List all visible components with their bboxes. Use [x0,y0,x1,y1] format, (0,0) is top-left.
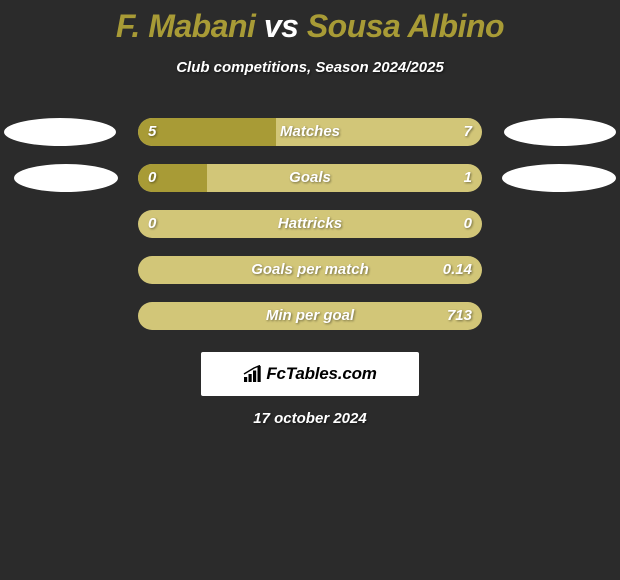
bar-track [138,164,482,192]
comparison-infographic: F. Mabani vs Sousa Albino Club competiti… [0,0,620,580]
page-title: F. Mabani vs Sousa Albino [0,0,620,45]
bar-chart-icon [243,365,263,383]
stat-row: Min per goal713 [0,302,620,330]
subtitle: Club competitions, Season 2024/2025 [0,59,620,76]
chart-area: 5Matches7 0Goals1 0Hattricks0 Goals per mat… [0,118,620,330]
stat-value-left: 0 [148,210,156,238]
stat-row: 0Hattricks0 [0,210,620,238]
stat-value-right: 7 [464,118,472,146]
bar-fill-left [138,118,276,146]
logo-box: FcTables.com [201,352,419,396]
stat-row: 0Goals1 [0,164,620,192]
stat-rows: 5Matches7 0Goals1 0Hattricks0 Goals per mat… [0,118,620,330]
logo-content: FcTables.com [243,364,376,384]
player-right-name: Sousa Albino [307,8,504,44]
stat-value-left: 0 [148,164,156,192]
stat-row: Goals per match0.14 [0,256,620,284]
bar-track [138,210,482,238]
stat-value-right: 1 [464,164,472,192]
bar-track [138,118,482,146]
stat-value-left: 5 [148,118,156,146]
player-left-name: F. Mabani [116,8,256,44]
vs-text: vs [264,8,299,44]
date-text: 17 october 2024 [0,410,620,427]
stat-value-right: 0 [464,210,472,238]
bar-track [138,256,482,284]
stat-row: 5Matches7 [0,118,620,146]
bar-track [138,302,482,330]
stat-value-right: 0.14 [443,256,472,284]
logo-text: FcTables.com [266,364,376,384]
stat-value-right: 713 [447,302,472,330]
